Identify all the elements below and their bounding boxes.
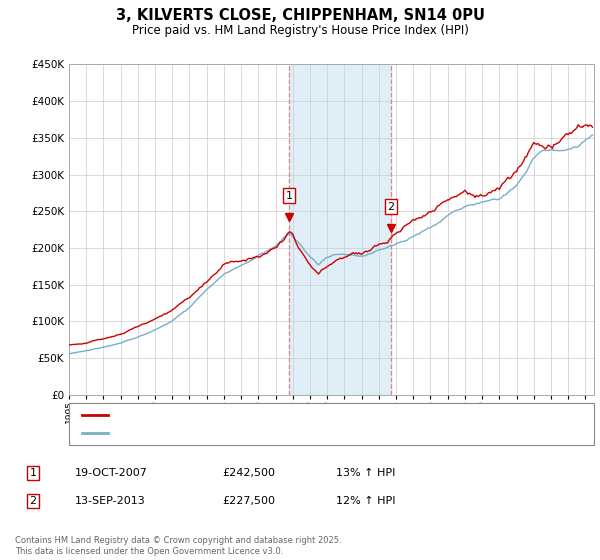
Text: 12% ↑ HPI: 12% ↑ HPI [336,496,395,506]
Text: £227,500: £227,500 [222,496,275,506]
Text: 2: 2 [388,202,395,212]
Text: 3, KILVERTS CLOSE, CHIPPENHAM, SN14 0PU: 3, KILVERTS CLOSE, CHIPPENHAM, SN14 0PU [115,8,485,24]
Bar [289,64,391,395]
Text: HPI: Average price, semi-detached house, Wiltshire: HPI: Average price, semi-detached house,… [116,428,383,438]
Text: 19-OCT-2007: 19-OCT-2007 [75,468,148,478]
Text: 1: 1 [29,468,37,478]
FancyBboxPatch shape [69,403,594,445]
Text: 2: 2 [29,496,37,506]
Text: 3, KILVERTS CLOSE, CHIPPENHAM, SN14 0PU (semi-detached house): 3, KILVERTS CLOSE, CHIPPENHAM, SN14 0PU … [116,410,471,420]
Text: Price paid vs. HM Land Registry's House Price Index (HPI): Price paid vs. HM Land Registry's House … [131,24,469,36]
Text: 13-SEP-2013: 13-SEP-2013 [75,496,146,506]
Text: 1: 1 [286,190,293,200]
Text: Contains HM Land Registry data © Crown copyright and database right 2025.
This d: Contains HM Land Registry data © Crown c… [15,536,341,556]
Text: £242,500: £242,500 [222,468,275,478]
Text: 13% ↑ HPI: 13% ↑ HPI [336,468,395,478]
